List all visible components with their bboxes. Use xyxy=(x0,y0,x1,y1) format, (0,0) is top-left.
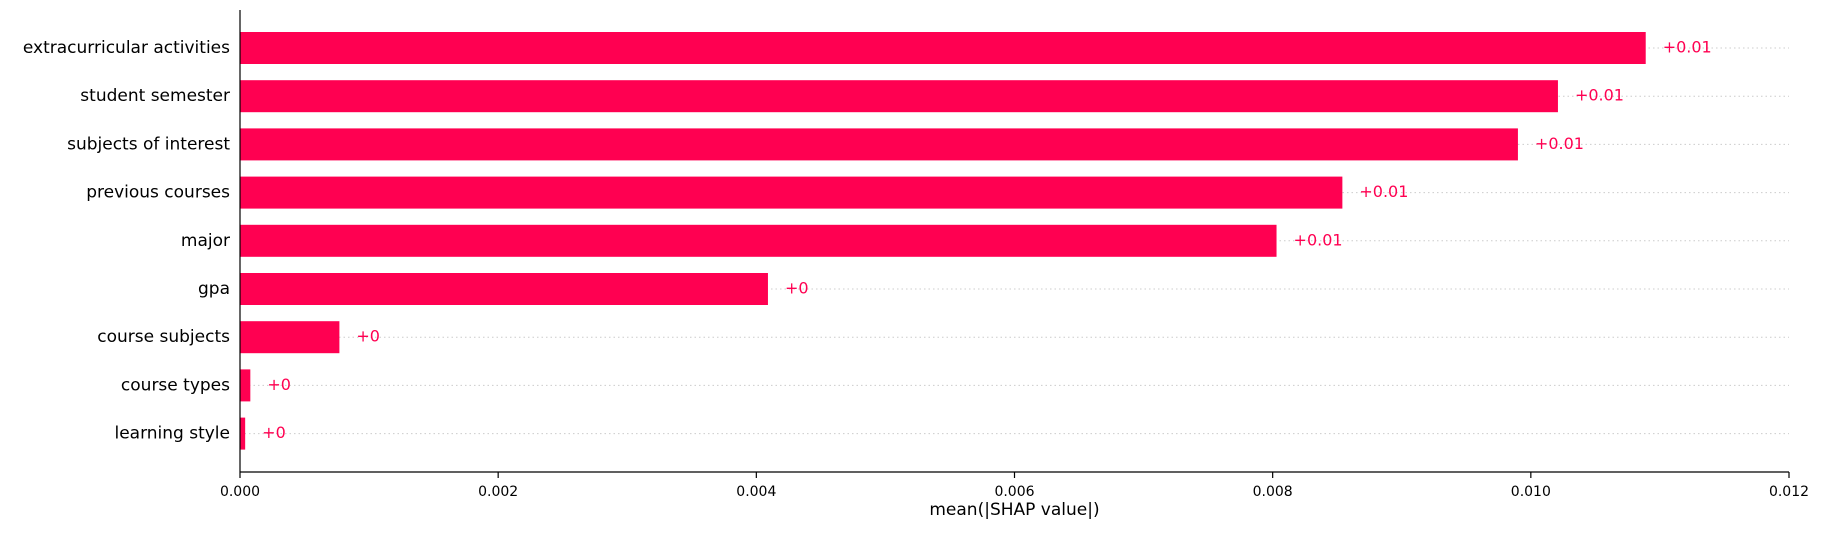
category-labels-layer: extracurricular activities student semest… xyxy=(23,38,230,444)
value-label-subjects-of-interest: +0.01 xyxy=(1535,134,1584,153)
value-label-gpa: +0 xyxy=(785,279,809,298)
value-label-course-subjects: +0 xyxy=(356,327,380,346)
x-tick-label-0: 0.000 xyxy=(220,484,260,500)
category-label-course-subjects: course subjects xyxy=(97,327,230,347)
bar-course-types xyxy=(240,369,251,402)
bar-student-semester xyxy=(240,80,1558,113)
value-labels-layer: +0.01 +0.01 +0.01 +0.01 +0.01 +0 +0 +0 +0 xyxy=(262,38,1712,443)
value-label-previous-courses: +0.01 xyxy=(1359,182,1408,201)
bar-previous-courses xyxy=(240,176,1343,209)
value-label-major: +0.01 xyxy=(1294,230,1343,249)
category-label-gpa: gpa xyxy=(198,279,230,299)
x-tick-label-6: 0.012 xyxy=(1769,484,1809,500)
value-label-course-types: +0 xyxy=(267,375,291,394)
bar-major xyxy=(240,224,1277,257)
bars-layer xyxy=(240,32,1646,450)
value-label-extracurricular-activities: +0.01 xyxy=(1663,38,1712,57)
category-label-course-types: course types xyxy=(121,375,230,395)
category-label-learning-style: learning style xyxy=(114,424,230,444)
category-label-subjects-of-interest: subjects of interest xyxy=(67,134,230,154)
x-tick-label-1: 0.002 xyxy=(478,484,518,500)
category-label-extracurricular-activities: extracurricular activities xyxy=(23,38,230,58)
x-tick-label-5: 0.010 xyxy=(1511,484,1551,500)
bar-extracurricular-activities xyxy=(240,32,1646,64)
bar-course-subjects xyxy=(240,321,340,354)
x-tick-label-2: 0.004 xyxy=(736,484,776,500)
x-ticks-layer: 0.000 0.002 0.004 0.006 0.008 0.010 0.012 xyxy=(220,472,1809,500)
category-label-previous-courses: previous courses xyxy=(86,183,230,203)
bar-learning-style xyxy=(240,417,246,450)
x-axis-title: mean(|SHAP value|) xyxy=(929,500,1099,520)
value-label-student-semester: +0.01 xyxy=(1575,86,1624,105)
x-tick-label-4: 0.008 xyxy=(1253,484,1293,500)
category-label-student-semester: student semester xyxy=(80,86,230,106)
bar-subjects-of-interest xyxy=(240,128,1518,161)
category-label-major: major xyxy=(181,231,230,251)
value-label-learning-style: +0 xyxy=(262,423,286,442)
bar-gpa xyxy=(240,273,768,305)
x-tick-label-3: 0.006 xyxy=(994,484,1034,500)
